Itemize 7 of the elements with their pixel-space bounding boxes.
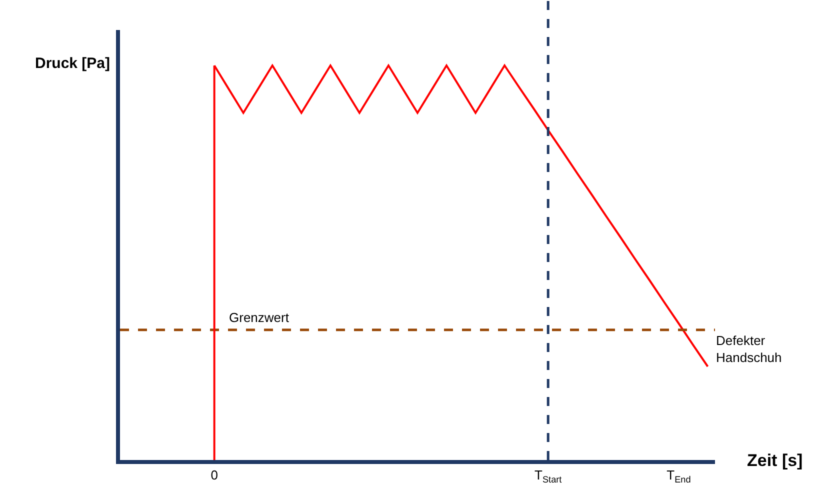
x-axis-title: Zeit [s] <box>747 451 803 470</box>
x-tick-label: T$_{Start}$ <box>534 468 562 484</box>
y-axis-title: Druck [Pa] <box>35 55 110 72</box>
x-tick-label: T$_{End}$ <box>666 468 691 484</box>
text: Defekter Handschuh <box>716 333 782 365</box>
ref-line-label: Grenzwert <box>229 310 290 325</box>
x-tick-label: 0 <box>210 468 218 483</box>
